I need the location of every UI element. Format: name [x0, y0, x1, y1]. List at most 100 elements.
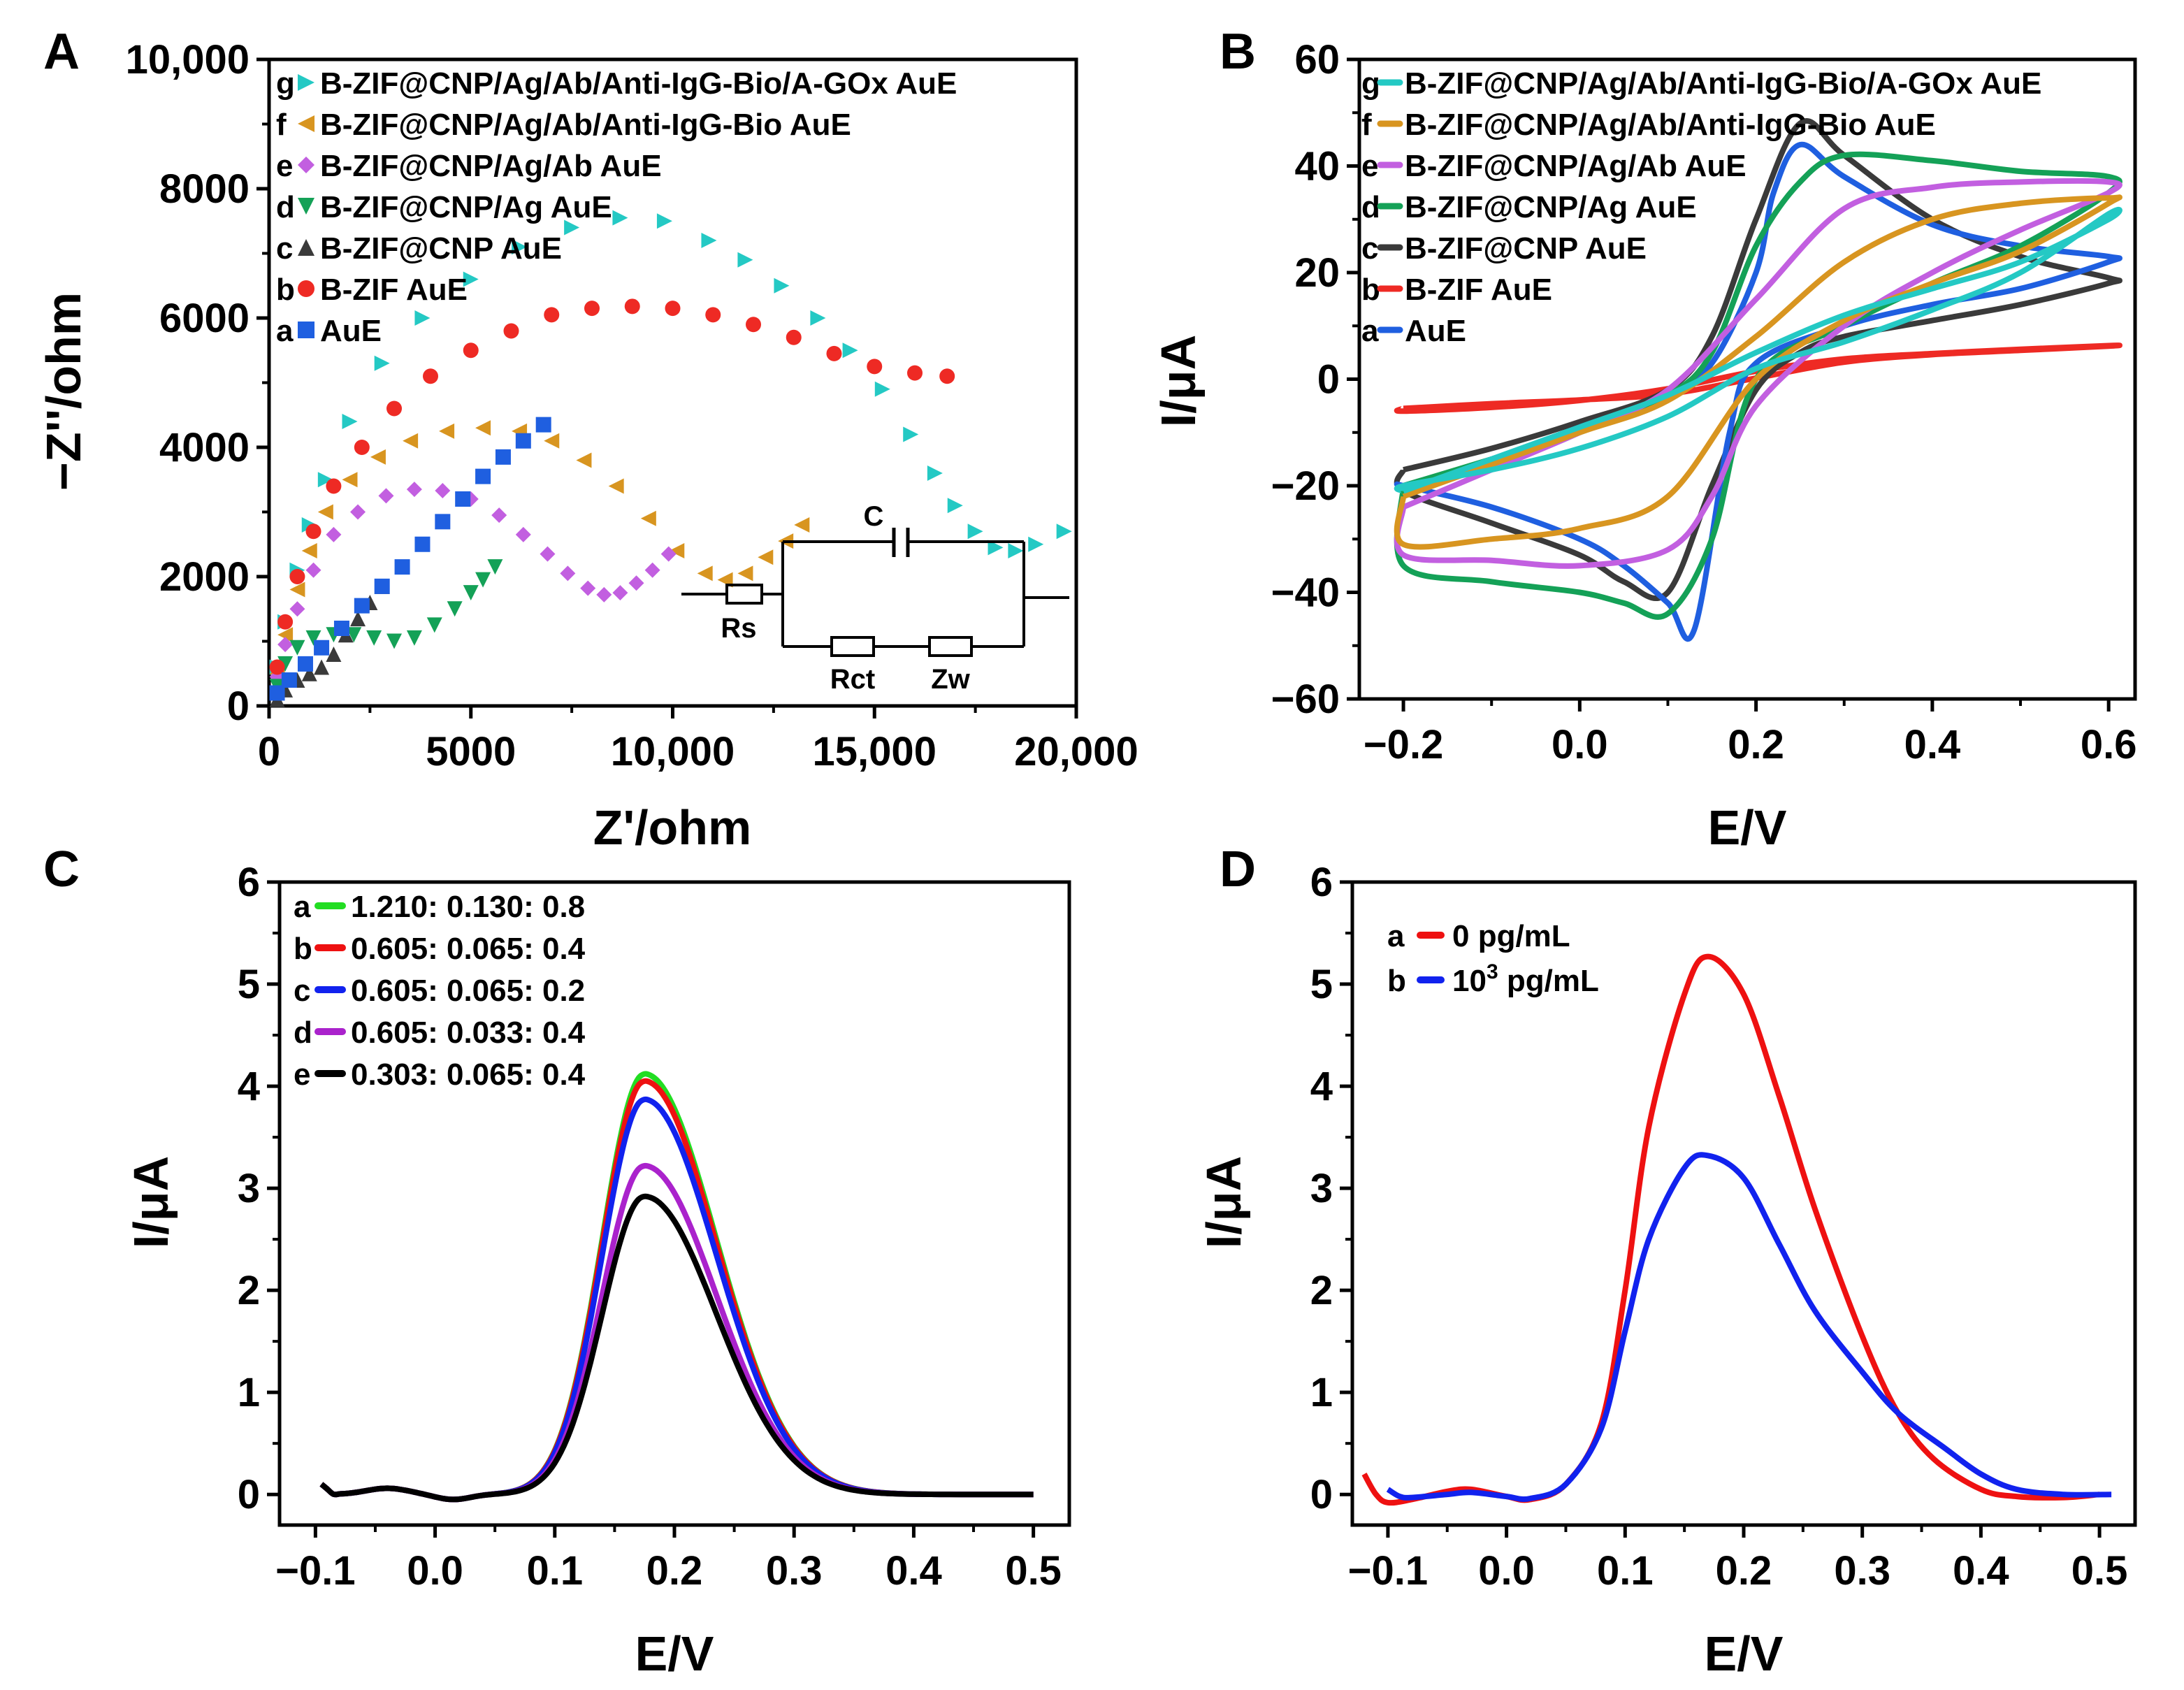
y-tick-label: 0 [1317, 357, 1340, 403]
data-point-circle [269, 659, 285, 675]
legend-key-g: g [276, 66, 295, 101]
data-point-square [269, 685, 285, 701]
dpv-curve-a [1361, 953, 2100, 1506]
legend-label-d: B-ZIF@CNP/Ag AuE [1405, 190, 1697, 224]
legend-key-b: b [294, 932, 312, 966]
data-point-triangle-left [608, 478, 624, 494]
nyquist-series-b [269, 298, 955, 675]
data-point-triangle-right [774, 277, 790, 294]
legend-key-b: b [1387, 964, 1406, 998]
y-tick-label: −60 [1271, 677, 1340, 722]
data-point-diamond [435, 482, 451, 498]
panel-d-dpv-concentration: D 0 1 2 3 4 5 6 −0.1 0.0 0.1 0.2 0.3 0.4 0.5 a 0 pg/m… [1196, 842, 2137, 1681]
data-point-diamond [378, 488, 394, 504]
legend-b: g B-ZIF@CNP/Ag/Ab/Anti-IgG-Bio/A-GOx AuE f… [1361, 66, 2041, 348]
x-axis-ticks-b: −0.2 0.0 0.2 0.4 0.6 [1364, 699, 2137, 767]
data-point-triangle-right [701, 233, 717, 248]
data-point-triangle-left [403, 433, 419, 449]
legend-key-b: b [276, 273, 295, 307]
y-axis-ticks-d: 0 1 2 3 4 5 6 [1310, 860, 1352, 1517]
data-point-diamond [644, 562, 660, 578]
legend-key-e: e [294, 1057, 310, 1092]
x-tick-label: 0.4 [1953, 1548, 2009, 1594]
circuit-label-rs: Rs [721, 613, 756, 644]
y-tick-label: 4 [238, 1064, 260, 1109]
data-point-triangle-right [463, 271, 479, 287]
data-point-circle [326, 478, 342, 494]
y-axis-label-b: I/μA [1151, 335, 1206, 427]
y-tick-label: 1 [238, 1370, 260, 1415]
x-axis-ticks-a: 0 5000 10,000 15,000 20,000 [258, 706, 1138, 774]
y-tick-label: 0 [1310, 1472, 1333, 1517]
data-point-triangle-right [612, 210, 628, 226]
data-point-triangle-down [277, 656, 294, 672]
data-point-triangle-right [656, 213, 672, 229]
x-tick-label: 0.6 [2081, 722, 2137, 767]
legend-key-d: d [276, 190, 295, 224]
y-axis-ticks-c: 0 1 2 3 4 5 6 [238, 860, 280, 1517]
data-point-triangle-left [277, 627, 294, 643]
circuit-label-c: C [864, 501, 884, 532]
x-tick-label: 0.2 [1716, 1548, 1772, 1594]
cv-series-group [1394, 118, 2122, 642]
legend-key-e: e [276, 149, 293, 183]
y-axis-label-c: I/μA [124, 1156, 178, 1248]
data-point-diamond [406, 482, 422, 498]
x-tick-label: 0.3 [766, 1548, 823, 1594]
y-tick-label: 1 [1310, 1370, 1333, 1415]
data-point-triangle-left [794, 517, 810, 533]
legend-label-a: 0 pg/mL [1452, 919, 1570, 953]
legend-label-a: AuE [1405, 314, 1466, 348]
data-point-triangle-down [366, 630, 382, 646]
data-point-triangle-right [810, 310, 826, 326]
x-tick-label: −0.1 [275, 1548, 356, 1594]
data-point-triangle-left [439, 423, 455, 439]
dpv-curve-b [1386, 1152, 2112, 1503]
x-tick-label: −0.2 [1364, 722, 1444, 767]
y-axis-label-d: I/μA [1196, 1156, 1251, 1248]
x-tick-label: 10,000 [611, 729, 735, 774]
panel-label-b: B [1220, 24, 1256, 80]
data-point-circle [939, 368, 955, 384]
legend-label-d: B-ZIF@CNP/Ag AuE [320, 190, 612, 224]
data-point-triangle-right [927, 465, 943, 481]
x-tick-label: 0.1 [1597, 1548, 1654, 1594]
data-point-square [414, 536, 431, 552]
data-point-triangle-down [346, 627, 362, 643]
data-point-triangle-left [640, 510, 656, 526]
legend-label-e: B-ZIF@CNP/Ag/Ab AuE [1405, 149, 1747, 183]
data-point-triangle-down [305, 630, 321, 646]
data-point-triangle-right [564, 219, 580, 236]
legend-label-c: B-ZIF@CNP AuE [320, 231, 562, 266]
y-axis-label-a: −Z''/ohm [36, 292, 91, 491]
data-point-triangle-up [301, 665, 317, 681]
data-point-triangle-right [947, 498, 963, 514]
legend-label-a: AuE [320, 314, 382, 348]
data-point-triangle-left [544, 433, 560, 449]
legend-key-c: c [276, 231, 293, 266]
legend-c: a 1.210: 0.130: 0.8 b 0.605: 0.065: 0.4 c 0.6… [294, 890, 586, 1092]
legend-marker-d [298, 198, 314, 215]
data-point-diamond [596, 586, 612, 602]
x-tick-label: 15,000 [813, 729, 936, 774]
legend-key-f: f [276, 108, 287, 142]
y-tick-label: 3 [1310, 1166, 1333, 1211]
legend-key-a: a [294, 890, 311, 924]
legend-key-d: d [1361, 190, 1380, 224]
data-point-triangle-right [317, 472, 333, 488]
data-point-diamond [580, 580, 596, 596]
data-point-square [314, 640, 330, 656]
data-point-diamond [612, 585, 628, 601]
panel-b-cv-plot: B −60 −40 −20 0 20 40 60 −0.2 0.0 0.2 0.4 0.6 g B-Z… [1151, 24, 2137, 855]
cv-curve-a [1394, 141, 2122, 642]
legend-key-a: a [1387, 919, 1405, 953]
legend-label-a: 1.210: 0.130: 0.8 [351, 890, 585, 924]
x-tick-label: 0.5 [2071, 1548, 2128, 1594]
y-tick-label: 2000 [159, 554, 250, 600]
nyquist-series-group [269, 210, 1072, 707]
data-point-square [495, 449, 511, 465]
data-point-triangle-left [737, 565, 753, 582]
y-axis-ticks-b: −60 −40 −20 0 20 40 60 [1271, 37, 1359, 722]
data-point-triangle-left [342, 472, 358, 488]
data-point-circle [503, 323, 519, 339]
